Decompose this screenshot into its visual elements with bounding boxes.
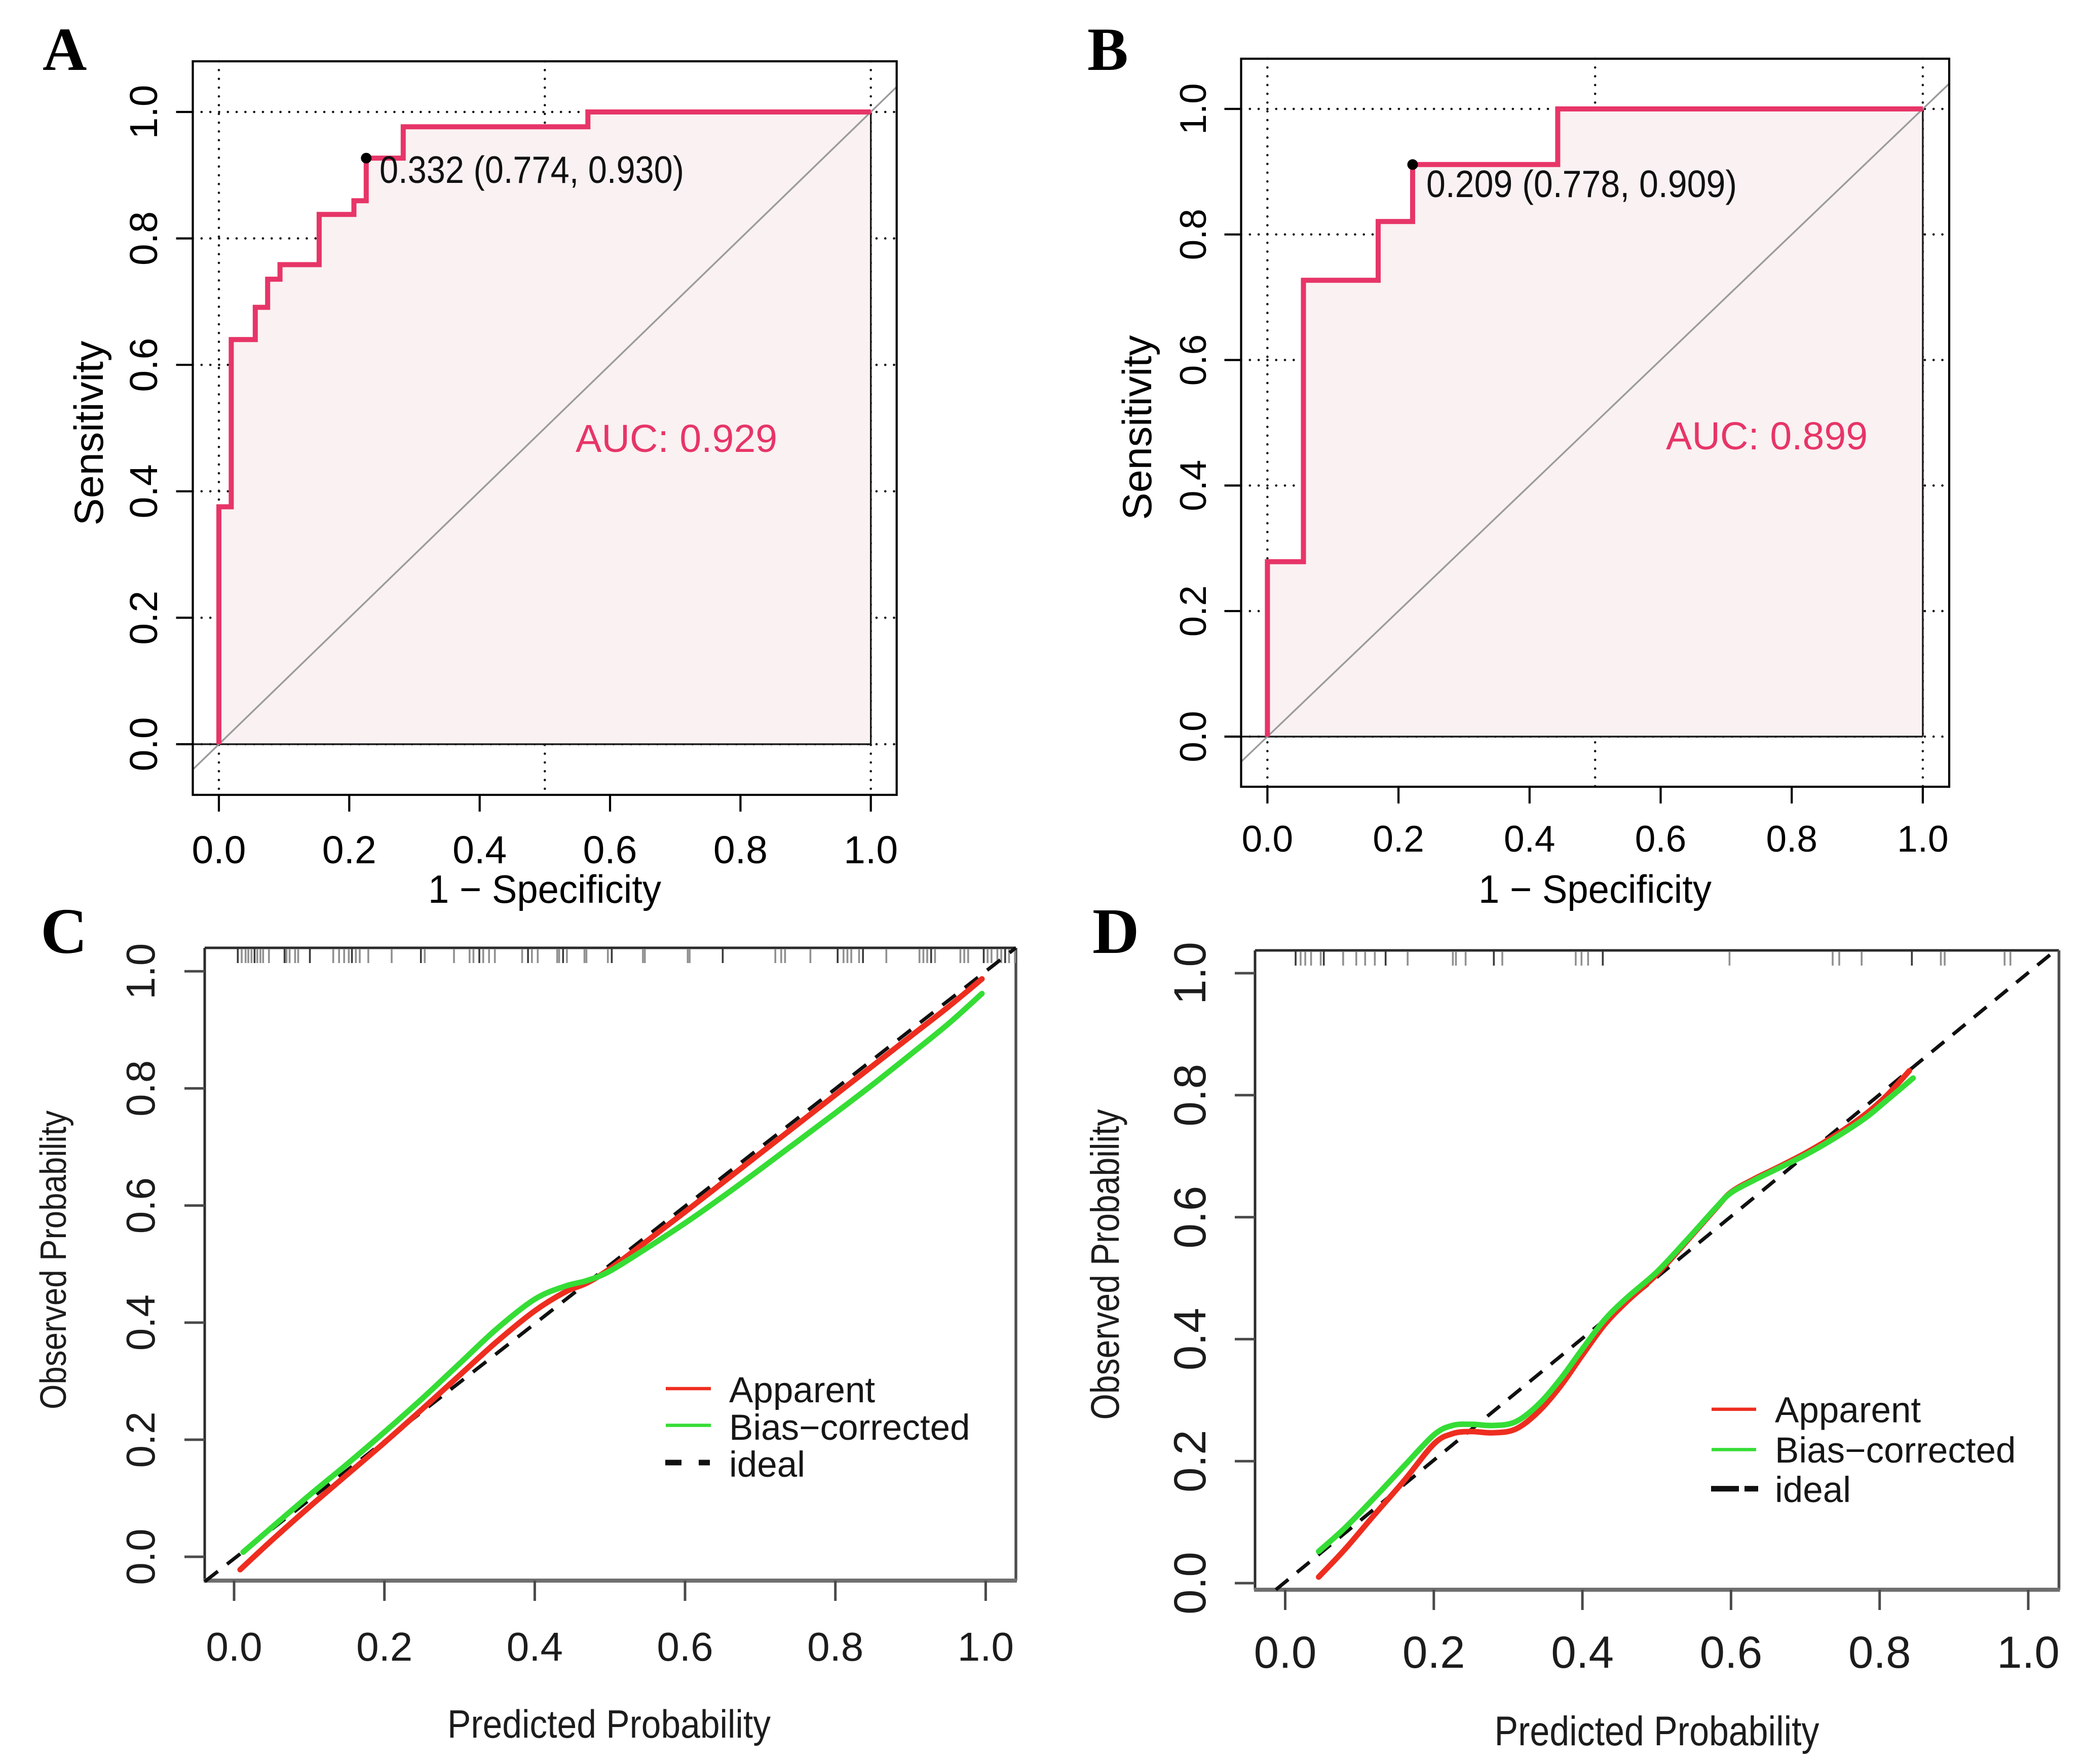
- svg-text:0.6: 0.6: [1173, 334, 1214, 386]
- svg-text:0.2: 0.2: [1373, 819, 1424, 860]
- svg-text:1.0: 1.0: [1897, 819, 1948, 860]
- svg-text:0.332 (0.774, 0.930): 0.332 (0.774, 0.930): [380, 148, 684, 191]
- svg-text:0.6: 0.6: [122, 338, 166, 392]
- svg-text:ideal: ideal: [1775, 1470, 1851, 1510]
- svg-text:ideal: ideal: [729, 1445, 805, 1485]
- svg-text:D: D: [1092, 895, 1139, 967]
- svg-text:0.0: 0.0: [1164, 1552, 1215, 1615]
- svg-text:0.8: 0.8: [118, 1060, 163, 1117]
- svg-text:1.0: 1.0: [1164, 942, 1215, 1005]
- svg-text:0.4: 0.4: [1504, 819, 1555, 860]
- svg-text:0.2: 0.2: [118, 1411, 163, 1468]
- svg-text:1.0: 1.0: [118, 943, 163, 1000]
- svg-text:Apparent: Apparent: [729, 1370, 875, 1410]
- svg-text:0.6: 0.6: [118, 1177, 163, 1234]
- svg-text:Observed Probability: Observed Probability: [33, 1110, 74, 1409]
- svg-text:1.0: 1.0: [1173, 83, 1214, 134]
- svg-text:0.8: 0.8: [1766, 819, 1817, 860]
- svg-text:1 − Specificity: 1 − Specificity: [428, 867, 661, 911]
- svg-text:Bias−corrected: Bias−corrected: [729, 1408, 970, 1448]
- svg-text:1.0: 1.0: [1997, 1627, 2060, 1677]
- svg-text:0.2: 0.2: [1173, 585, 1214, 636]
- svg-text:0.4: 0.4: [507, 1624, 563, 1669]
- svg-text:A: A: [43, 16, 87, 84]
- svg-text:0.4: 0.4: [122, 464, 166, 518]
- svg-text:1.0: 1.0: [958, 1624, 1014, 1669]
- svg-text:0.4: 0.4: [1551, 1627, 1614, 1677]
- svg-text:AUC: 0.929: AUC: 0.929: [576, 417, 777, 461]
- svg-text:0.6: 0.6: [1700, 1627, 1763, 1677]
- svg-text:0.8: 0.8: [713, 828, 768, 872]
- svg-text:AUC: 0.899: AUC: 0.899: [1666, 414, 1868, 458]
- svg-text:0.0: 0.0: [1254, 1627, 1317, 1677]
- svg-text:0.209 (0.778, 0.909): 0.209 (0.778, 0.909): [1426, 163, 1737, 205]
- svg-text:Bias−corrected: Bias−corrected: [1775, 1431, 2016, 1471]
- svg-text:0.8: 0.8: [1164, 1064, 1215, 1127]
- svg-text:Predicted Probability: Predicted Probability: [1495, 1708, 1819, 1754]
- svg-text:0.0: 0.0: [118, 1528, 163, 1585]
- svg-text:0.0: 0.0: [1242, 819, 1293, 860]
- svg-text:C: C: [41, 895, 87, 967]
- svg-text:0.4: 0.4: [1164, 1308, 1215, 1371]
- svg-text:Predicted Probability: Predicted Probability: [447, 1702, 771, 1746]
- svg-text:0.0: 0.0: [192, 828, 246, 872]
- svg-text:0.4: 0.4: [118, 1294, 163, 1351]
- svg-text:0.6: 0.6: [1164, 1186, 1215, 1249]
- svg-text:B: B: [1087, 16, 1128, 84]
- svg-text:0.6: 0.6: [657, 1624, 713, 1669]
- svg-text:0.8: 0.8: [807, 1624, 863, 1669]
- svg-text:0.4: 0.4: [452, 828, 507, 872]
- svg-text:0.8: 0.8: [122, 211, 166, 265]
- svg-text:0.0: 0.0: [122, 717, 166, 771]
- svg-text:Sensitivity: Sensitivity: [1115, 335, 1160, 520]
- svg-text:0.6: 0.6: [1635, 819, 1686, 860]
- svg-text:1 − Specificity: 1 − Specificity: [1478, 867, 1712, 911]
- svg-text:0.2: 0.2: [1402, 1627, 1465, 1677]
- svg-text:0.2: 0.2: [1164, 1430, 1215, 1492]
- svg-text:0.8: 0.8: [1848, 1627, 1911, 1677]
- svg-text:0.2: 0.2: [356, 1624, 412, 1669]
- svg-text:Sensitivity: Sensitivity: [66, 340, 112, 525]
- svg-text:0.8: 0.8: [1173, 209, 1214, 260]
- svg-text:0.0: 0.0: [206, 1624, 262, 1669]
- svg-text:0.2: 0.2: [122, 591, 166, 645]
- svg-text:0.4: 0.4: [1173, 460, 1214, 511]
- svg-text:0.0: 0.0: [1173, 711, 1214, 762]
- svg-text:0.2: 0.2: [322, 828, 376, 872]
- svg-text:Apparent: Apparent: [1775, 1391, 1921, 1431]
- svg-text:0.6: 0.6: [583, 828, 637, 872]
- svg-text:Observed Probability: Observed Probability: [1082, 1109, 1127, 1420]
- svg-text:1.0: 1.0: [844, 828, 898, 872]
- svg-text:1.0: 1.0: [122, 85, 166, 139]
